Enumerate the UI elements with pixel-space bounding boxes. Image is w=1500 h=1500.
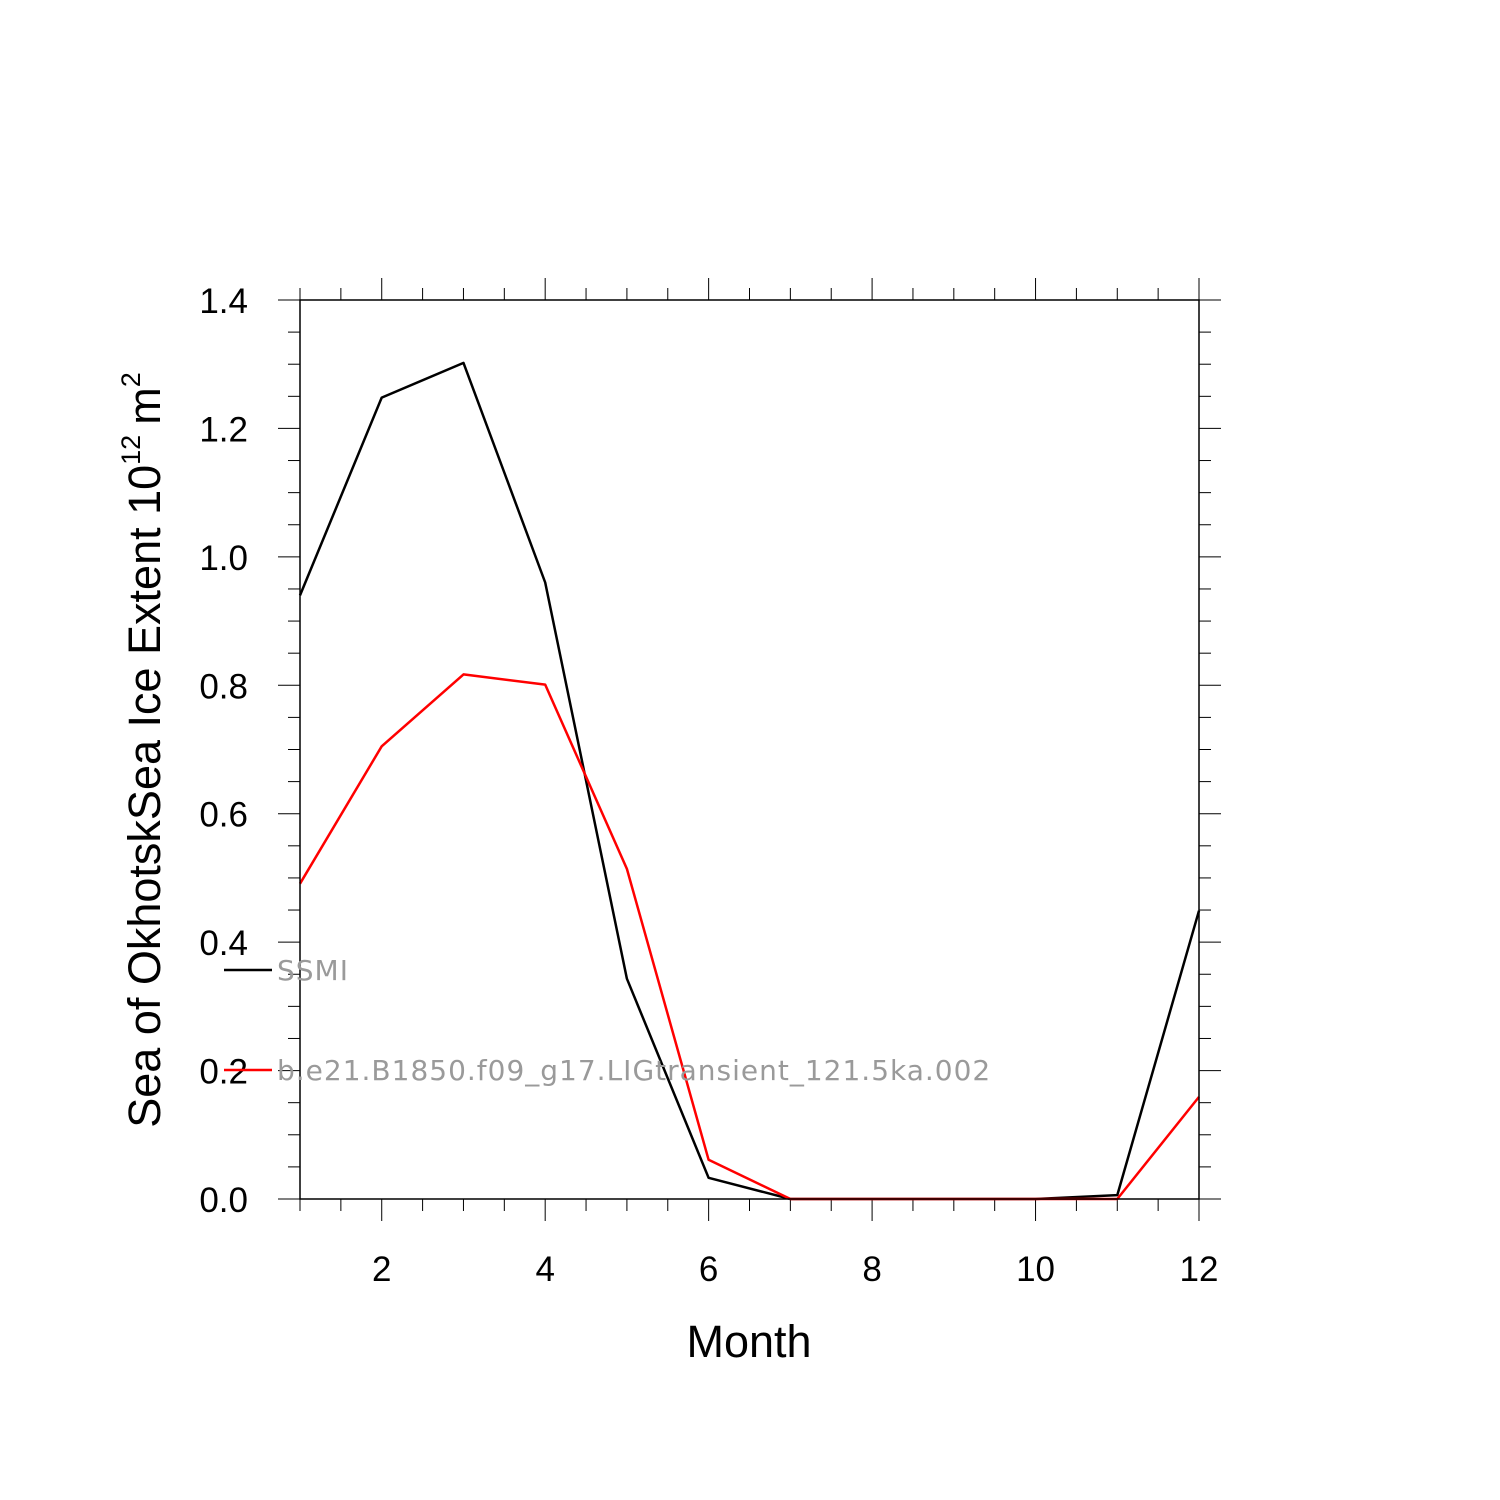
x-tick-label: 4	[535, 1250, 554, 1289]
y-tick-label: 1.0	[199, 539, 248, 578]
y-tick-label: 0.8	[199, 667, 248, 706]
y-tick-label: 0.6	[199, 796, 248, 835]
x-tick-label: 2	[372, 1250, 391, 1289]
y-tick-label: 0.4	[199, 924, 248, 963]
y-axis-title-unit-exponent: 2	[116, 372, 146, 387]
y-axis-title-exponent: 12	[116, 435, 146, 465]
series-line-model	[298, 673, 1200, 1201]
plot-frame	[299, 299, 1200, 1200]
y-axis-title: Sea of OkhotskSea Ice Extent 1012 m2	[116, 372, 170, 1127]
y-tick-label: 1.2	[199, 410, 248, 449]
legend: SSMI b.e21.B1850.f09_g17.LIGtransient_121…	[224, 954, 991, 1087]
y-axis-title-text: Sea of OkhotskSea Ice Extent 10	[119, 465, 170, 1128]
x-tick-label: 12	[1180, 1250, 1219, 1289]
x-tick-labels: 2 4 6 8 10 12	[372, 1250, 1218, 1289]
y-axis-title-unit: m	[119, 387, 170, 425]
x-tick-label: 6	[699, 1250, 718, 1289]
x-tick-label: 10	[1016, 1250, 1055, 1289]
legend-label: SSMI	[277, 954, 349, 987]
y-tick-labels: 0.0 0.2 0.4 0.6 0.8 1.0 1.2 1.4	[199, 282, 248, 1220]
y-tick-label: 0.2	[199, 1053, 248, 1092]
x-axis-title: Month	[686, 1316, 811, 1367]
legend-label: b.e21.B1850.f09_g17.LIGtransient_121.5ka…	[277, 1054, 991, 1087]
y-tick-label: 0.0	[199, 1181, 248, 1220]
axis-ticks	[278, 278, 1221, 1221]
y-tick-label: 1.4	[199, 282, 248, 321]
x-tick-label: 8	[862, 1250, 881, 1289]
